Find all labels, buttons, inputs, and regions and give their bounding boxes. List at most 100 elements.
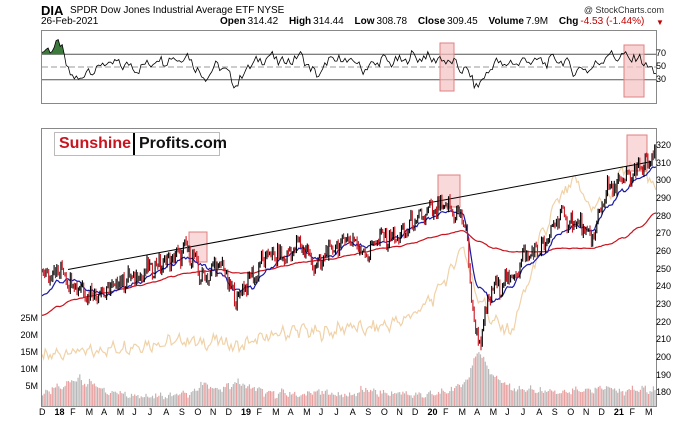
volume-bar bbox=[565, 391, 567, 406]
volume-bar bbox=[546, 392, 548, 406]
volume-bar bbox=[229, 389, 231, 406]
volume-bar bbox=[265, 393, 267, 406]
volume-bar bbox=[646, 392, 648, 406]
volume-bar bbox=[176, 393, 178, 406]
volume-bar bbox=[416, 394, 419, 406]
volume-bar bbox=[431, 394, 433, 406]
x-tick-label-13: 19 bbox=[241, 407, 252, 417]
volume-bar bbox=[80, 380, 82, 406]
volume-bar bbox=[69, 382, 71, 406]
volume-bar bbox=[219, 389, 221, 406]
volume-bar bbox=[331, 392, 333, 406]
volume-bar bbox=[623, 395, 625, 406]
volume-bar bbox=[644, 385, 646, 406]
volume-bar bbox=[572, 388, 574, 406]
volume-bar bbox=[160, 392, 162, 406]
volume-bar bbox=[447, 393, 449, 406]
volume-bar bbox=[244, 384, 246, 406]
volume-bar bbox=[211, 388, 213, 406]
volume-bar bbox=[134, 394, 136, 406]
volume-bar bbox=[552, 391, 554, 406]
volume-bar bbox=[50, 394, 52, 406]
ticker-symbol: DIA bbox=[41, 3, 64, 18]
ma50-line bbox=[42, 166, 656, 303]
volume-bar bbox=[620, 391, 622, 406]
volume-bar bbox=[350, 395, 352, 406]
volume-bar bbox=[610, 388, 612, 406]
volume-bar bbox=[240, 385, 242, 406]
volume-bar bbox=[189, 395, 191, 406]
volume-bar bbox=[111, 391, 113, 406]
volume-bar bbox=[101, 388, 103, 406]
volume-bar bbox=[121, 393, 123, 406]
chg-label: Chg bbox=[558, 16, 579, 27]
volume-bar bbox=[573, 390, 575, 406]
volume-bar bbox=[311, 394, 313, 406]
volume-bar bbox=[374, 390, 377, 406]
x-tick-label-9: S bbox=[178, 407, 185, 417]
chart-header: DIA SPDR Dow Jones Industrial Average ET… bbox=[0, 0, 700, 40]
x-tick-label-34: O bbox=[567, 407, 575, 417]
price-tick-label-220: 220 bbox=[656, 316, 672, 327]
volume-bar bbox=[109, 393, 112, 406]
volume-tick-label-5M: 5M bbox=[25, 381, 38, 391]
volume-bar bbox=[402, 391, 404, 406]
volume-bar bbox=[168, 394, 170, 406]
volume-bar bbox=[421, 397, 423, 406]
volume-bar bbox=[248, 384, 250, 406]
volume-bar bbox=[439, 393, 441, 406]
volume-bar bbox=[182, 390, 184, 406]
volume-bar bbox=[483, 356, 485, 406]
volume-bar bbox=[315, 391, 317, 406]
volume-bar bbox=[324, 390, 326, 406]
volume-bar bbox=[214, 387, 217, 406]
volume-bar bbox=[517, 389, 519, 406]
volume-bar bbox=[363, 391, 365, 406]
volume-bar bbox=[269, 390, 271, 406]
volume-bar bbox=[643, 387, 645, 406]
volume-bar bbox=[166, 398, 168, 406]
volume-bar bbox=[216, 388, 218, 406]
volume-bar bbox=[551, 390, 553, 406]
volume-bar bbox=[361, 389, 364, 406]
volume-bar bbox=[224, 387, 226, 406]
volume-bar bbox=[171, 396, 173, 406]
volume-bar bbox=[105, 392, 107, 406]
volume-bar bbox=[376, 394, 378, 406]
volume-bar bbox=[515, 391, 517, 406]
volume-bar bbox=[534, 392, 536, 406]
volume-bar bbox=[349, 392, 351, 406]
ratio-line bbox=[42, 160, 656, 362]
volume-bar bbox=[181, 392, 183, 406]
copyright-label[interactable]: @ StockCharts.com bbox=[583, 5, 664, 15]
volume-bar bbox=[458, 384, 461, 406]
volume-bar bbox=[378, 396, 380, 406]
volume-bar bbox=[185, 393, 187, 406]
volume-bar bbox=[467, 379, 469, 406]
volume-bar bbox=[641, 385, 643, 406]
volume-bar bbox=[300, 395, 302, 406]
volume-bar bbox=[164, 397, 166, 406]
volume-bar bbox=[142, 397, 144, 406]
volume-bar bbox=[597, 386, 599, 406]
volume-bar bbox=[206, 384, 208, 406]
logo-part-2: Profits.com bbox=[133, 133, 227, 155]
high-value: 314.44 bbox=[313, 16, 344, 27]
rsi-panel[interactable] bbox=[41, 30, 657, 104]
volume-bar bbox=[161, 395, 163, 406]
volume-bar bbox=[135, 395, 137, 406]
price-panel[interactable] bbox=[41, 128, 657, 407]
volume-bar bbox=[305, 395, 307, 406]
volume-bar bbox=[250, 388, 252, 406]
volume-bar bbox=[542, 392, 545, 406]
volume-bar bbox=[559, 393, 561, 406]
volume-bar bbox=[395, 393, 398, 406]
volume-bar bbox=[394, 393, 396, 406]
volume-bar bbox=[510, 390, 512, 406]
volume-bar bbox=[434, 395, 436, 406]
volume-bar bbox=[365, 387, 367, 406]
volume-bar bbox=[208, 388, 210, 406]
volume-bar bbox=[316, 390, 318, 406]
volume-bar bbox=[563, 389, 566, 406]
sunshine-profits-logo: Sunshine Profits.com bbox=[54, 132, 227, 156]
